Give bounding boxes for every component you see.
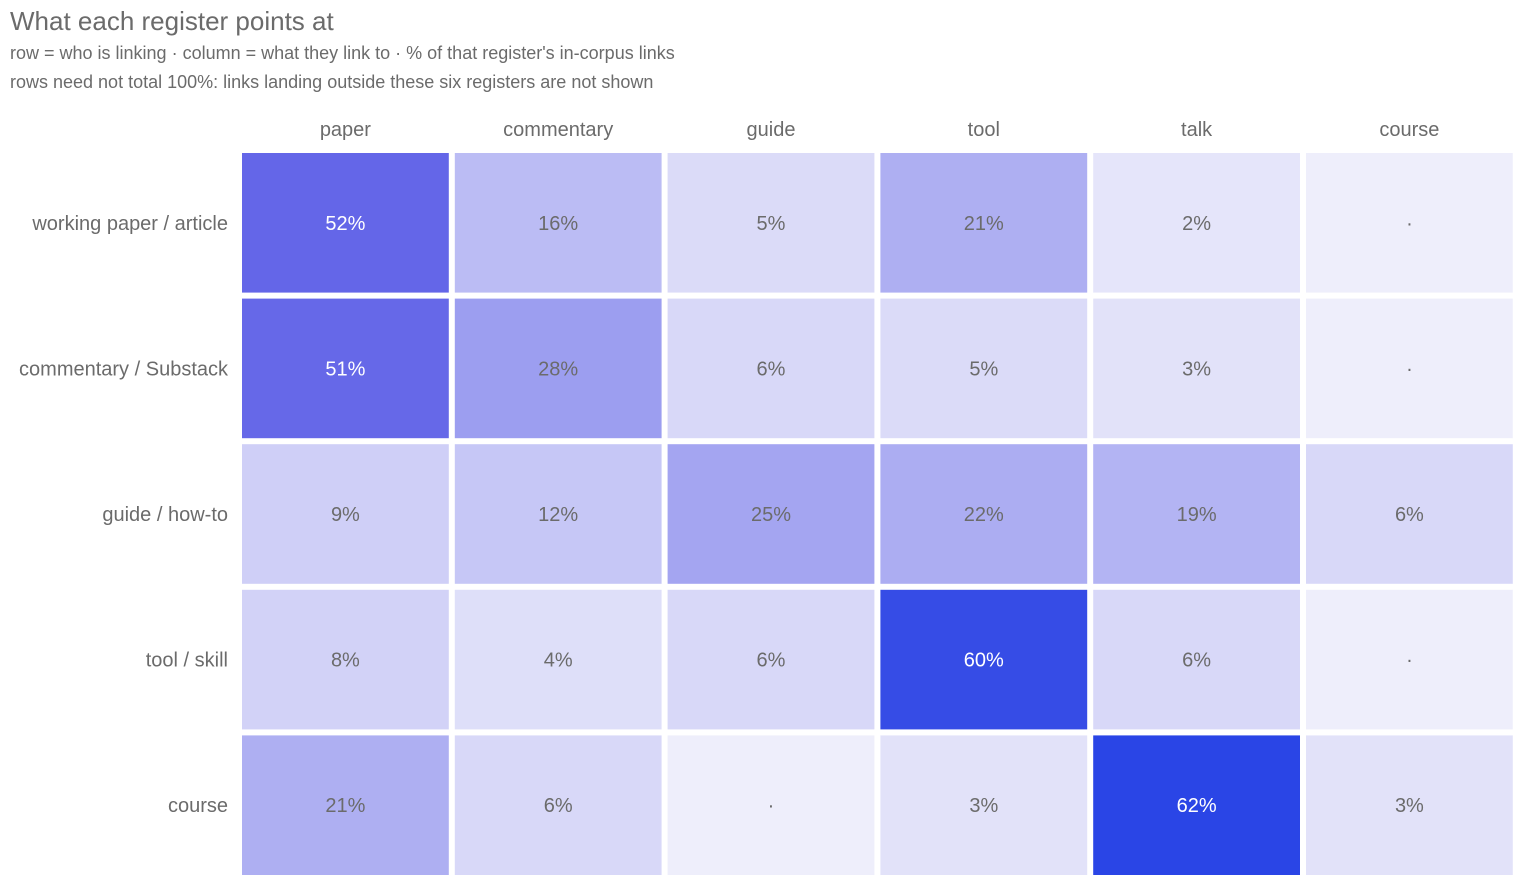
heatmap-cell	[454, 735, 662, 875]
heatmap-cell	[454, 589, 662, 730]
heatmap-cell	[242, 444, 449, 584]
heatmap-cell	[242, 298, 449, 439]
heatmap-cell-label: 4%	[544, 650, 573, 672]
heatmap-cell-label: ·	[1406, 213, 1413, 235]
heatmap-cell	[1093, 298, 1300, 439]
heatmap-cell-label: 25%	[751, 504, 791, 526]
heatmap-cell	[1306, 589, 1513, 730]
heatmap-cell	[1306, 735, 1513, 875]
row-label-working-paper-article: working paper / article	[31, 213, 228, 235]
heatmap-cell	[667, 589, 875, 730]
heatmap-cell	[1093, 735, 1300, 875]
heatmap-cell	[242, 735, 449, 875]
heatmap-cell	[454, 298, 662, 439]
column-label-paper: paper	[320, 119, 371, 141]
heatmap-cell	[667, 444, 875, 584]
heatmap-cell-label: 60%	[964, 650, 1004, 672]
row-label-guide-how-to: guide / how-to	[102, 504, 228, 526]
heatmap-cell-label: ·	[1406, 358, 1413, 380]
heatmap-cell-label: ·	[1406, 650, 1413, 672]
heatmap-cell-label: 3%	[1395, 795, 1424, 817]
heatmap-cell-label: 52%	[325, 213, 365, 235]
heatmap-cell-label: 8%	[331, 650, 360, 672]
heatmap-cell-label: 2%	[1182, 213, 1211, 235]
heatmap-cell	[880, 589, 1088, 730]
heatmap-cell	[880, 298, 1088, 439]
heatmap-cell	[454, 153, 662, 293]
heatmap-cell-label: 6%	[1182, 650, 1211, 672]
heatmap-cell	[454, 444, 662, 584]
heatmap-cell	[242, 153, 449, 293]
heatmap-cell	[667, 298, 875, 439]
heatmap-cell	[1093, 444, 1300, 584]
column-label-guide: guide	[747, 119, 796, 141]
row-label-tool-skill: tool / skill	[146, 650, 228, 672]
heatmap-cell-label: 5%	[969, 358, 998, 380]
heatmap-cell-label: 12%	[538, 504, 578, 526]
heatmap-cell-label: 3%	[969, 795, 998, 817]
column-label-talk: talk	[1181, 119, 1213, 141]
heatmap-cell	[1306, 153, 1513, 293]
heatmap-cell	[880, 444, 1088, 584]
heatmap-cell-label: 22%	[964, 504, 1004, 526]
column-label-tool: tool	[968, 119, 1000, 141]
heatmap-cell-label: 5%	[757, 213, 786, 235]
heatmap-cell-label: 6%	[544, 795, 573, 817]
chart-title: What each register points at	[10, 6, 334, 36]
heatmap-cell	[242, 589, 449, 730]
heatmap-cell-label: ·	[768, 795, 775, 817]
heatmap-cell-label: 21%	[325, 795, 365, 817]
heatmap-cell	[880, 735, 1088, 875]
heatmap-cell-label: 9%	[331, 504, 360, 526]
heatmap-cell-label: 28%	[538, 358, 578, 380]
heatmap-cell-label: 16%	[538, 213, 578, 235]
heatmap-cell-label: 6%	[1395, 504, 1424, 526]
row-label-commentary-substack: commentary / Substack	[19, 358, 229, 380]
heatmap-cell-label: 51%	[325, 358, 365, 380]
heatmap-cell-label: 6%	[757, 650, 786, 672]
chart-subtitle-line-2: rows need not total 100%: links landing …	[10, 72, 654, 92]
heatmap-cell-label: 6%	[757, 358, 786, 380]
column-label-course: course	[1379, 119, 1439, 141]
heatmap-cell-label: 21%	[964, 213, 1004, 235]
heatmap-cell	[1306, 298, 1513, 439]
heatmap-cell	[880, 153, 1088, 293]
heatmap-cell	[1306, 444, 1513, 584]
heatmap-cell	[667, 153, 875, 293]
row-label-course: course	[168, 795, 228, 817]
heatmap-cell-label: 19%	[1177, 504, 1217, 526]
heatmap-cell	[1093, 153, 1300, 293]
heatmap-cell	[667, 735, 875, 875]
heatmap-cell-label: 3%	[1182, 358, 1211, 380]
heatmap-cell-label: 62%	[1177, 795, 1217, 817]
heatmap-cell	[1093, 589, 1300, 730]
chart-subtitle-line-1: row = who is linking · column = what the…	[10, 43, 675, 63]
column-label-commentary: commentary	[503, 119, 613, 141]
